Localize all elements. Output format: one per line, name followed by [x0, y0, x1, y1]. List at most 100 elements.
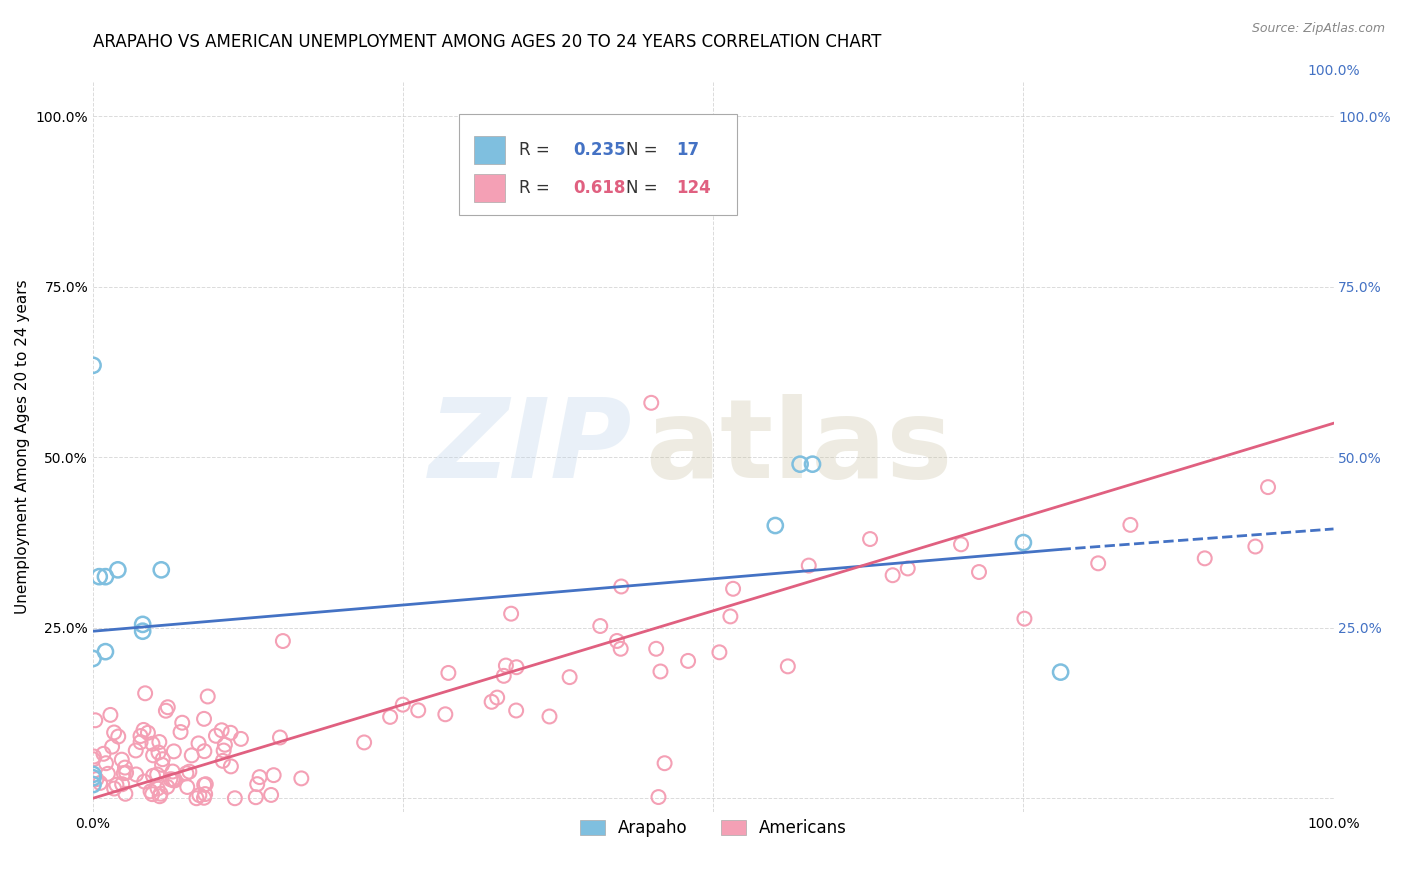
Point — [125, 743, 148, 757]
Point — [219, 726, 242, 740]
Point — [797, 558, 820, 573]
Point — [131, 624, 153, 639]
Point — [82, 651, 104, 665]
Point — [176, 766, 198, 780]
Point — [162, 764, 184, 779]
Point — [205, 729, 228, 743]
Point — [789, 457, 811, 471]
Point — [505, 704, 527, 718]
Point — [1194, 551, 1216, 566]
Point — [650, 665, 672, 679]
Point — [103, 725, 125, 739]
Point — [111, 753, 134, 767]
Point — [290, 772, 312, 786]
Point — [721, 582, 744, 596]
Point — [260, 788, 283, 802]
Point — [486, 690, 509, 705]
Point — [967, 565, 990, 579]
Point — [654, 756, 676, 771]
Point — [193, 778, 215, 792]
Point — [146, 767, 169, 781]
Point — [134, 686, 156, 700]
Point — [152, 752, 174, 766]
Point — [212, 743, 235, 757]
Point — [1119, 517, 1142, 532]
Point — [131, 617, 153, 632]
Point — [155, 704, 177, 718]
Point — [882, 568, 904, 582]
Point — [111, 777, 134, 791]
Point — [950, 537, 973, 551]
Point — [139, 784, 162, 798]
Point — [606, 634, 628, 648]
Text: N =: N = — [627, 141, 664, 159]
Point — [501, 607, 523, 621]
Text: ARAPAHO VS AMERICAN UNEMPLOYMENT AMONG AGES 20 TO 24 YEARS CORRELATION CHART: ARAPAHO VS AMERICAN UNEMPLOYMENT AMONG A… — [93, 33, 882, 51]
Point — [129, 729, 152, 743]
Point — [107, 730, 129, 744]
Point — [709, 645, 731, 659]
Point — [1257, 480, 1279, 494]
Point — [229, 731, 252, 746]
Point — [132, 723, 155, 737]
Point — [114, 787, 136, 801]
Point — [94, 756, 117, 771]
Point — [481, 695, 503, 709]
Point — [89, 569, 111, 583]
FancyBboxPatch shape — [458, 114, 737, 215]
Point — [495, 658, 517, 673]
Point — [100, 707, 122, 722]
Point — [245, 790, 267, 805]
Point — [763, 518, 786, 533]
Point — [1049, 665, 1071, 679]
Point — [249, 770, 271, 784]
Point — [112, 766, 135, 780]
Text: 0.235: 0.235 — [574, 141, 626, 159]
Point — [263, 768, 285, 782]
Point — [1012, 535, 1035, 549]
Point — [211, 754, 233, 768]
Point — [141, 737, 163, 751]
Point — [193, 744, 215, 758]
Point — [193, 712, 215, 726]
Text: 0.618: 0.618 — [574, 179, 626, 197]
Point — [94, 645, 117, 659]
Point — [82, 752, 104, 766]
Point — [180, 748, 202, 763]
Text: ZIP: ZIP — [429, 393, 633, 500]
Point — [149, 789, 172, 804]
Point — [271, 634, 294, 648]
Point — [84, 713, 107, 727]
Point — [163, 773, 186, 788]
Point — [434, 707, 457, 722]
Point — [141, 787, 163, 801]
Point — [391, 698, 413, 712]
Point — [163, 744, 186, 758]
Bar — [474, 136, 505, 164]
Point — [149, 787, 172, 801]
Point — [114, 761, 136, 775]
Point — [188, 788, 211, 802]
Point — [162, 772, 184, 787]
Point — [83, 749, 105, 764]
Point — [125, 767, 148, 781]
Point — [1244, 540, 1267, 554]
Point — [214, 738, 236, 752]
Point — [162, 773, 184, 788]
Point — [194, 777, 217, 791]
Point — [219, 759, 242, 773]
Point — [176, 780, 198, 794]
Legend: Arapaho, Americans: Arapaho, Americans — [572, 813, 853, 844]
Text: R =: R = — [519, 179, 554, 197]
Point — [776, 659, 799, 673]
Text: 124: 124 — [676, 179, 711, 197]
Point — [538, 709, 561, 723]
Point — [187, 736, 209, 750]
Point — [136, 726, 159, 740]
Point — [197, 690, 219, 704]
Point — [589, 619, 612, 633]
Point — [89, 776, 111, 790]
Point — [505, 660, 527, 674]
Point — [93, 747, 115, 761]
Point — [269, 731, 291, 745]
